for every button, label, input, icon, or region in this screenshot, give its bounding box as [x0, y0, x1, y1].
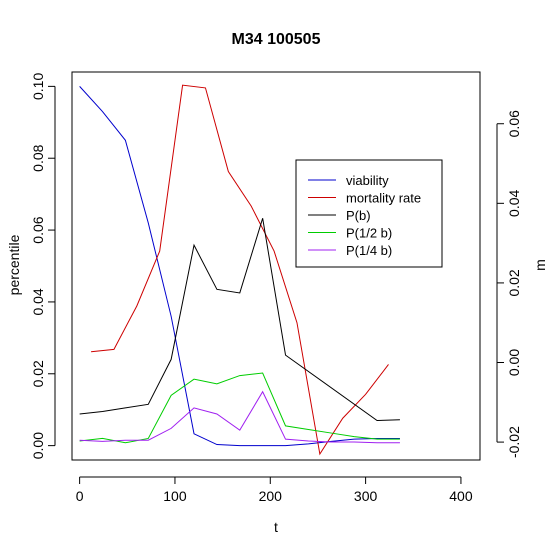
- y2-tick-label: 0.02: [506, 269, 522, 296]
- legend-label-mortality-rate: mortality rate: [346, 191, 421, 206]
- plot-frame: [71, 71, 481, 461]
- x-tick-label: 100: [163, 488, 187, 504]
- y-axis-label: percentile: [6, 234, 22, 295]
- x-tick-label: 300: [354, 488, 378, 504]
- series-line-p-1-4-b: [79, 390, 400, 444]
- x-axis-label: t: [274, 519, 278, 535]
- x-axis: 0 100 200 300 400: [76, 476, 473, 504]
- y2-axis-label: m: [532, 259, 548, 271]
- y2-tick-label: 0.00: [506, 349, 522, 376]
- y-tick-label: 0.02: [30, 360, 46, 387]
- legend: viability mortality rate P(b) P(1/2 b) P(1/4…: [295, 159, 443, 268]
- legend-label-p-b: P(b): [346, 208, 371, 223]
- series-line-viability: [79, 86, 400, 447]
- series-line-p-b: [79, 218, 400, 421]
- series-line-mortality-rate: [91, 84, 389, 456]
- x-tick-label: 200: [259, 488, 283, 504]
- x-tick-label: 0: [76, 488, 84, 504]
- y-axis-right: -0.02 0.00 0.02 0.04 0.06: [496, 110, 522, 458]
- y2-tick-label: 0.06: [506, 110, 522, 137]
- y-tick-label: 0.10: [30, 73, 46, 100]
- legend-label-p-1-2-b: P(1/2 b): [346, 226, 392, 241]
- y-tick-label: 0.00: [30, 432, 46, 459]
- y2-tick-label: 0.04: [506, 189, 522, 216]
- legend-box: [295, 159, 443, 268]
- y-tick-label: 0.04: [30, 288, 46, 315]
- series-line-p-1-2-b: [79, 372, 400, 444]
- legend-label-viability: viability: [346, 173, 389, 188]
- x-tick-label: 400: [449, 488, 473, 504]
- legend-label-p-1-4-b: P(1/4 b): [346, 243, 392, 258]
- y2-tick-label: -0.02: [506, 426, 522, 458]
- y-tick-label: 0.08: [30, 144, 46, 171]
- y-axis-left: 0.00 0.02 0.04 0.06 0.08 0.10: [30, 73, 56, 459]
- y-tick-label: 0.06: [30, 216, 46, 243]
- chart-title: M34 100505: [232, 31, 321, 48]
- series-layer: [79, 84, 400, 456]
